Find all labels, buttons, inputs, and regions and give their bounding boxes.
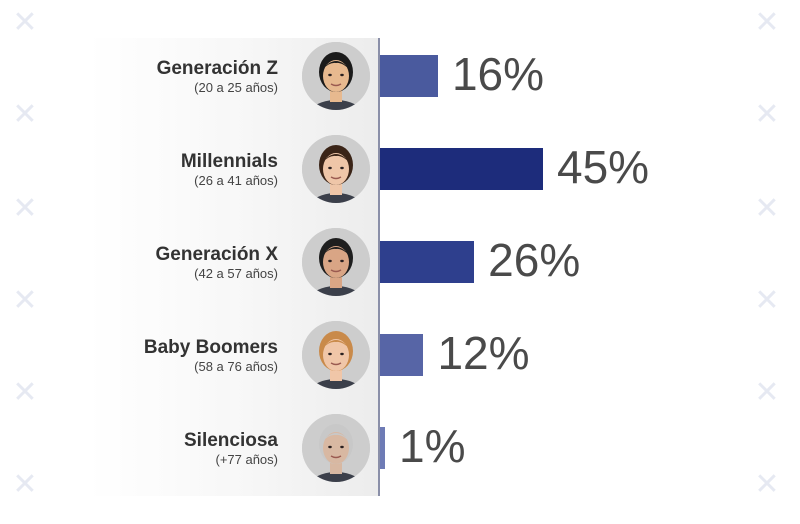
data-label: 12% (437, 327, 530, 379)
chart-row: Baby Boomers (58 a 76 años) 12% (0, 317, 800, 409)
category-label-group: Generación Z (20 a 25 años) (157, 58, 278, 96)
category-label: Millennials (180, 151, 278, 172)
category-label-group: Silenciosa (+77 años) (184, 430, 278, 468)
older-woman-portrait-icon (302, 321, 370, 389)
cross-icon: ✕ (12, 191, 38, 226)
cross-icon: ✕ (754, 283, 780, 318)
cross-icon: ✕ (754, 375, 780, 410)
bar (380, 55, 438, 97)
cross-icon: ✕ (754, 467, 780, 502)
cross-icon: ✕ (12, 5, 38, 40)
chart-row: Millennials (26 a 41 años) 45% (0, 131, 800, 223)
chart-row: Generación Z (20 a 25 años) 16% (0, 38, 800, 130)
category-label-group: Millennials (26 a 41 años) (181, 151, 278, 189)
cross-icon: ✕ (12, 467, 38, 502)
category-label: Silenciosa (184, 430, 278, 451)
category-label: Baby Boomers (143, 337, 278, 358)
bar (380, 148, 543, 190)
chart-row: Generación X (42 a 57 años) 26% (0, 224, 800, 316)
cross-icon: ✕ (12, 283, 38, 318)
category-age-range: (20 a 25 años) (194, 80, 278, 95)
cross-icon: ✕ (12, 375, 38, 410)
chart-axis-line (378, 38, 380, 496)
young-man-portrait-icon (302, 42, 370, 110)
chart-row: Silenciosa (+77 años) 1% (0, 410, 800, 502)
man-portrait-icon (302, 228, 370, 296)
category-label-group: Generación X (42 a 57 años) (156, 244, 279, 282)
category-age-range: (26 a 41 años) (194, 173, 278, 188)
cross-icon: ✕ (754, 5, 780, 40)
woman-portrait-icon (302, 135, 370, 203)
bar (380, 427, 385, 469)
data-label: 26% (488, 234, 581, 286)
category-age-range: (+77 años) (215, 452, 278, 467)
category-label: Generación Z (156, 58, 278, 79)
bar (380, 241, 475, 283)
category-age-range: (58 a 76 años) (194, 359, 278, 374)
bar (380, 334, 424, 376)
elderly-man-portrait-icon (302, 414, 370, 482)
category-age-range: (42 a 57 años) (194, 266, 278, 281)
category-label: Generación X (155, 244, 279, 265)
cross-icon: ✕ (12, 97, 38, 132)
cross-icon: ✕ (754, 97, 780, 132)
data-label: 1% (399, 420, 466, 472)
data-label: 45% (557, 141, 650, 193)
category-label-group: Baby Boomers (58 a 76 años) (144, 337, 278, 375)
data-label: 16% (451, 48, 545, 100)
cross-icon: ✕ (754, 191, 780, 226)
